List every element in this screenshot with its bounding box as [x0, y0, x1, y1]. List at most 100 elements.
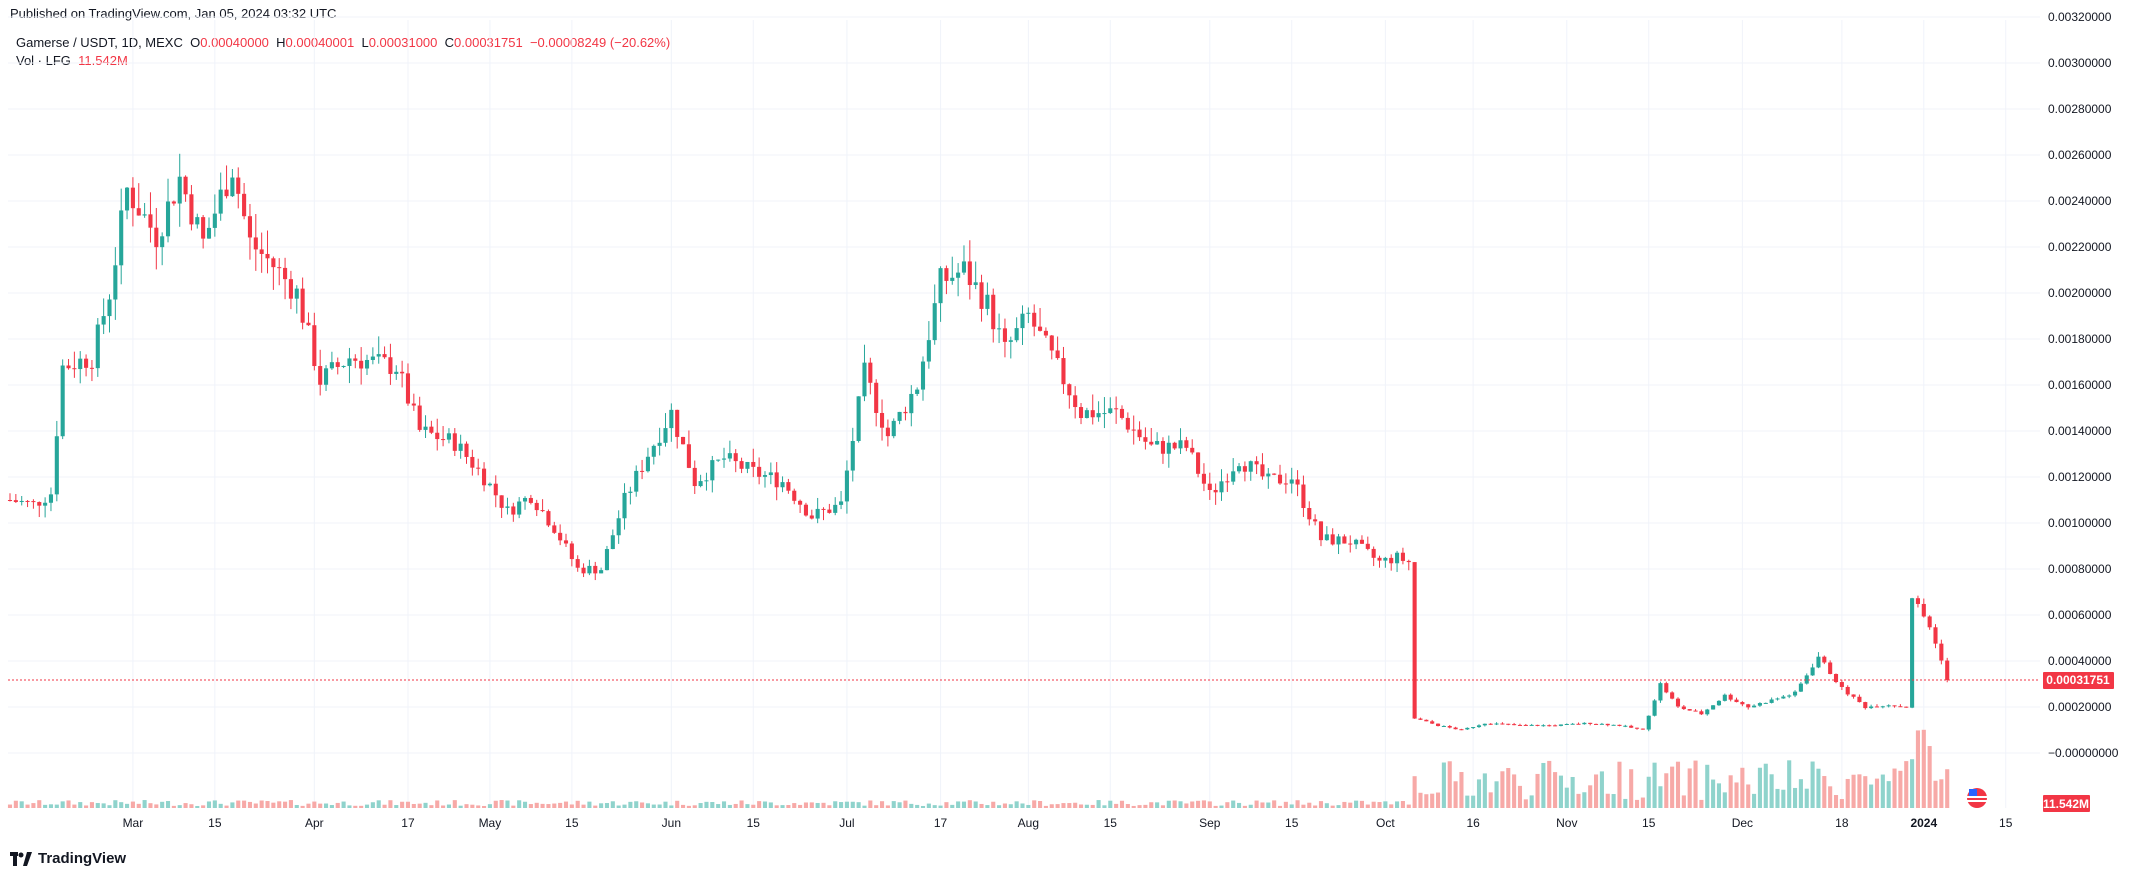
volume-bar [563, 801, 569, 808]
candle-body [1043, 330, 1048, 336]
volume-bar [1348, 802, 1353, 808]
candle-body [37, 502, 42, 506]
volume-bar [253, 803, 258, 808]
us-flag-icon[interactable] [1967, 788, 1987, 808]
volume-bar [1564, 787, 1569, 808]
x-tick-label: 17 [401, 816, 415, 830]
candle-body [1172, 442, 1177, 449]
candle-body [1874, 706, 1880, 708]
volume-bar [1242, 805, 1247, 808]
candle-body [1927, 616, 1932, 628]
volume-bar [1506, 768, 1511, 808]
volume-bar [271, 802, 276, 808]
volume-bar [224, 805, 229, 808]
volume-bar [1705, 764, 1710, 808]
volume-bar [1231, 800, 1236, 808]
volume-bar [1787, 760, 1792, 808]
volume-bar [423, 802, 428, 808]
volume-bar [1869, 784, 1874, 808]
candle-body [844, 470, 849, 502]
candle-body [306, 322, 311, 326]
volume-bar [482, 805, 487, 808]
candle-body [189, 194, 194, 225]
candle-body [1020, 313, 1025, 329]
volume-bar [72, 804, 77, 808]
x-tick-label: 15 [565, 816, 579, 830]
volume-bar [1605, 793, 1610, 808]
volume-bar [1190, 801, 1195, 808]
open-value: 0.00040000 [200, 35, 269, 50]
volume-bar [1570, 776, 1575, 808]
volume-bar [1078, 804, 1084, 808]
volume-bar [95, 803, 100, 808]
volume-bar [177, 805, 182, 808]
candle-body [692, 467, 697, 487]
candle-body [1588, 722, 1593, 724]
candle-body [1869, 706, 1874, 709]
candle-body [464, 443, 469, 457]
x-tick-label: 15 [1104, 816, 1118, 830]
volume-bar [1798, 779, 1803, 808]
candle-body [95, 324, 100, 369]
volume-bar [511, 805, 516, 808]
candle-body [803, 504, 809, 516]
candle-body [1395, 552, 1400, 564]
volume-bar [1828, 786, 1833, 808]
candle-body [13, 500, 18, 503]
candle-body [19, 500, 24, 503]
x-tick-label: Dec [1732, 816, 1753, 830]
volume-bar [1670, 766, 1675, 808]
candle-body [1658, 683, 1663, 701]
candle-body [1582, 722, 1587, 725]
volume-bar [903, 800, 908, 808]
volume-bar [850, 801, 855, 808]
volume-bar [1863, 776, 1868, 808]
candle-body [113, 265, 118, 300]
volume-bar [786, 805, 791, 808]
volume-bar [400, 801, 405, 808]
volume-bar [1640, 797, 1645, 808]
candle-body [1547, 725, 1552, 727]
candle-body [1816, 656, 1821, 668]
candle-body [1067, 384, 1072, 396]
candle-body [979, 282, 984, 309]
x-tick-label: 15 [1285, 816, 1299, 830]
candle-body [66, 365, 71, 369]
candle-body [1231, 471, 1236, 482]
volume-bar [1681, 795, 1686, 808]
volume-bar [710, 802, 715, 808]
volume-bar [1675, 761, 1681, 808]
volume-bar [774, 805, 779, 808]
tradingview-logo-icon [10, 851, 32, 866]
volume-bar [1500, 771, 1505, 808]
footer-brand[interactable]: TradingView [10, 850, 126, 867]
volume-bar [716, 804, 721, 808]
candle-body [1236, 466, 1242, 472]
candle-body [1945, 660, 1950, 680]
volume-bar [1582, 792, 1587, 808]
candle-body [1149, 441, 1154, 445]
candle-body [1594, 723, 1599, 725]
volume-bar [1945, 769, 1950, 808]
volume-bar [1119, 800, 1125, 808]
candle-body [891, 420, 896, 437]
volume-bar [1752, 793, 1757, 808]
symbol-label[interactable]: Gamerse / USDT, 1D, MEXC [16, 35, 183, 50]
volume-bar [1927, 746, 1932, 808]
candle-body [1125, 417, 1130, 430]
volume-bar [1857, 774, 1862, 808]
x-tick-label: Nov [1556, 816, 1577, 830]
volume-bar [347, 805, 352, 808]
volume-label[interactable]: Vol · LFG [16, 53, 71, 68]
candle-body [1348, 543, 1353, 545]
candle-body [1441, 725, 1446, 727]
volume-bar [1430, 793, 1435, 808]
volume-bar [125, 803, 130, 808]
candle-body [727, 453, 732, 459]
candle-body [1553, 725, 1558, 727]
candle-body [1851, 694, 1856, 697]
candle-body [125, 187, 130, 211]
candle-body [997, 328, 1002, 330]
low-label: L [361, 35, 369, 50]
